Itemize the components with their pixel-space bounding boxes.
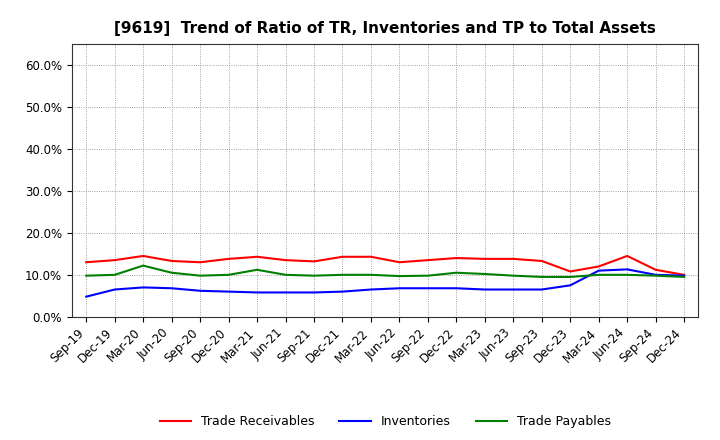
Trade Payables xyxy=(310,273,318,279)
Trade Payables xyxy=(139,263,148,268)
Title: [9619]  Trend of Ratio of TR, Inventories and TP to Total Assets: [9619] Trend of Ratio of TR, Inventories… xyxy=(114,21,656,36)
Inventories xyxy=(196,288,204,293)
Inventories xyxy=(82,294,91,299)
Trade Payables xyxy=(423,273,432,279)
Line: Trade Payables: Trade Payables xyxy=(86,266,684,277)
Trade Payables xyxy=(110,272,119,278)
Trade Receivables xyxy=(566,269,575,274)
Trade Payables xyxy=(595,272,603,278)
Inventories xyxy=(395,286,404,291)
Inventories xyxy=(338,289,347,294)
Trade Receivables xyxy=(452,255,461,260)
Inventories xyxy=(566,282,575,288)
Trade Payables xyxy=(452,270,461,275)
Inventories xyxy=(680,273,688,279)
Trade Receivables xyxy=(623,253,631,259)
Trade Receivables xyxy=(139,253,148,259)
Trade Payables xyxy=(196,273,204,279)
Trade Receivables xyxy=(480,256,489,261)
Trade Receivables xyxy=(509,256,518,261)
Trade Payables xyxy=(566,274,575,279)
Line: Inventories: Inventories xyxy=(86,269,684,297)
Trade Payables xyxy=(623,272,631,278)
Trade Payables xyxy=(395,273,404,279)
Trade Payables xyxy=(652,273,660,279)
Trade Payables xyxy=(82,273,91,279)
Trade Receivables xyxy=(82,260,91,265)
Trade Payables xyxy=(680,274,688,279)
Trade Receivables xyxy=(253,254,261,260)
Trade Receivables xyxy=(110,257,119,263)
Trade Receivables xyxy=(282,257,290,263)
Trade Receivables xyxy=(196,260,204,265)
Trade Payables xyxy=(480,271,489,277)
Inventories xyxy=(423,286,432,291)
Trade Receivables xyxy=(225,256,233,261)
Inventories xyxy=(537,287,546,292)
Trade Payables xyxy=(338,272,347,278)
Trade Receivables xyxy=(338,254,347,260)
Inventories xyxy=(452,286,461,291)
Inventories xyxy=(167,286,176,291)
Trade Receivables xyxy=(680,272,688,278)
Trade Receivables xyxy=(395,260,404,265)
Line: Trade Receivables: Trade Receivables xyxy=(86,256,684,275)
Trade Payables xyxy=(253,267,261,272)
Legend: Trade Receivables, Inventories, Trade Payables: Trade Receivables, Inventories, Trade Pa… xyxy=(155,411,616,433)
Inventories xyxy=(623,267,631,272)
Trade Payables xyxy=(537,274,546,279)
Inventories xyxy=(480,287,489,292)
Trade Receivables xyxy=(652,267,660,272)
Trade Receivables xyxy=(537,258,546,264)
Trade Receivables xyxy=(167,258,176,264)
Inventories xyxy=(253,290,261,295)
Inventories xyxy=(652,272,660,278)
Inventories xyxy=(225,289,233,294)
Trade Payables xyxy=(366,272,375,278)
Trade Payables xyxy=(509,273,518,279)
Inventories xyxy=(366,287,375,292)
Trade Payables xyxy=(282,272,290,278)
Inventories xyxy=(595,268,603,273)
Trade Receivables xyxy=(366,254,375,260)
Trade Receivables xyxy=(310,259,318,264)
Inventories xyxy=(282,290,290,295)
Trade Payables xyxy=(225,272,233,278)
Inventories xyxy=(310,290,318,295)
Trade Receivables xyxy=(595,264,603,269)
Inventories xyxy=(509,287,518,292)
Inventories xyxy=(110,287,119,292)
Inventories xyxy=(139,285,148,290)
Trade Payables xyxy=(167,270,176,275)
Trade Receivables xyxy=(423,257,432,263)
